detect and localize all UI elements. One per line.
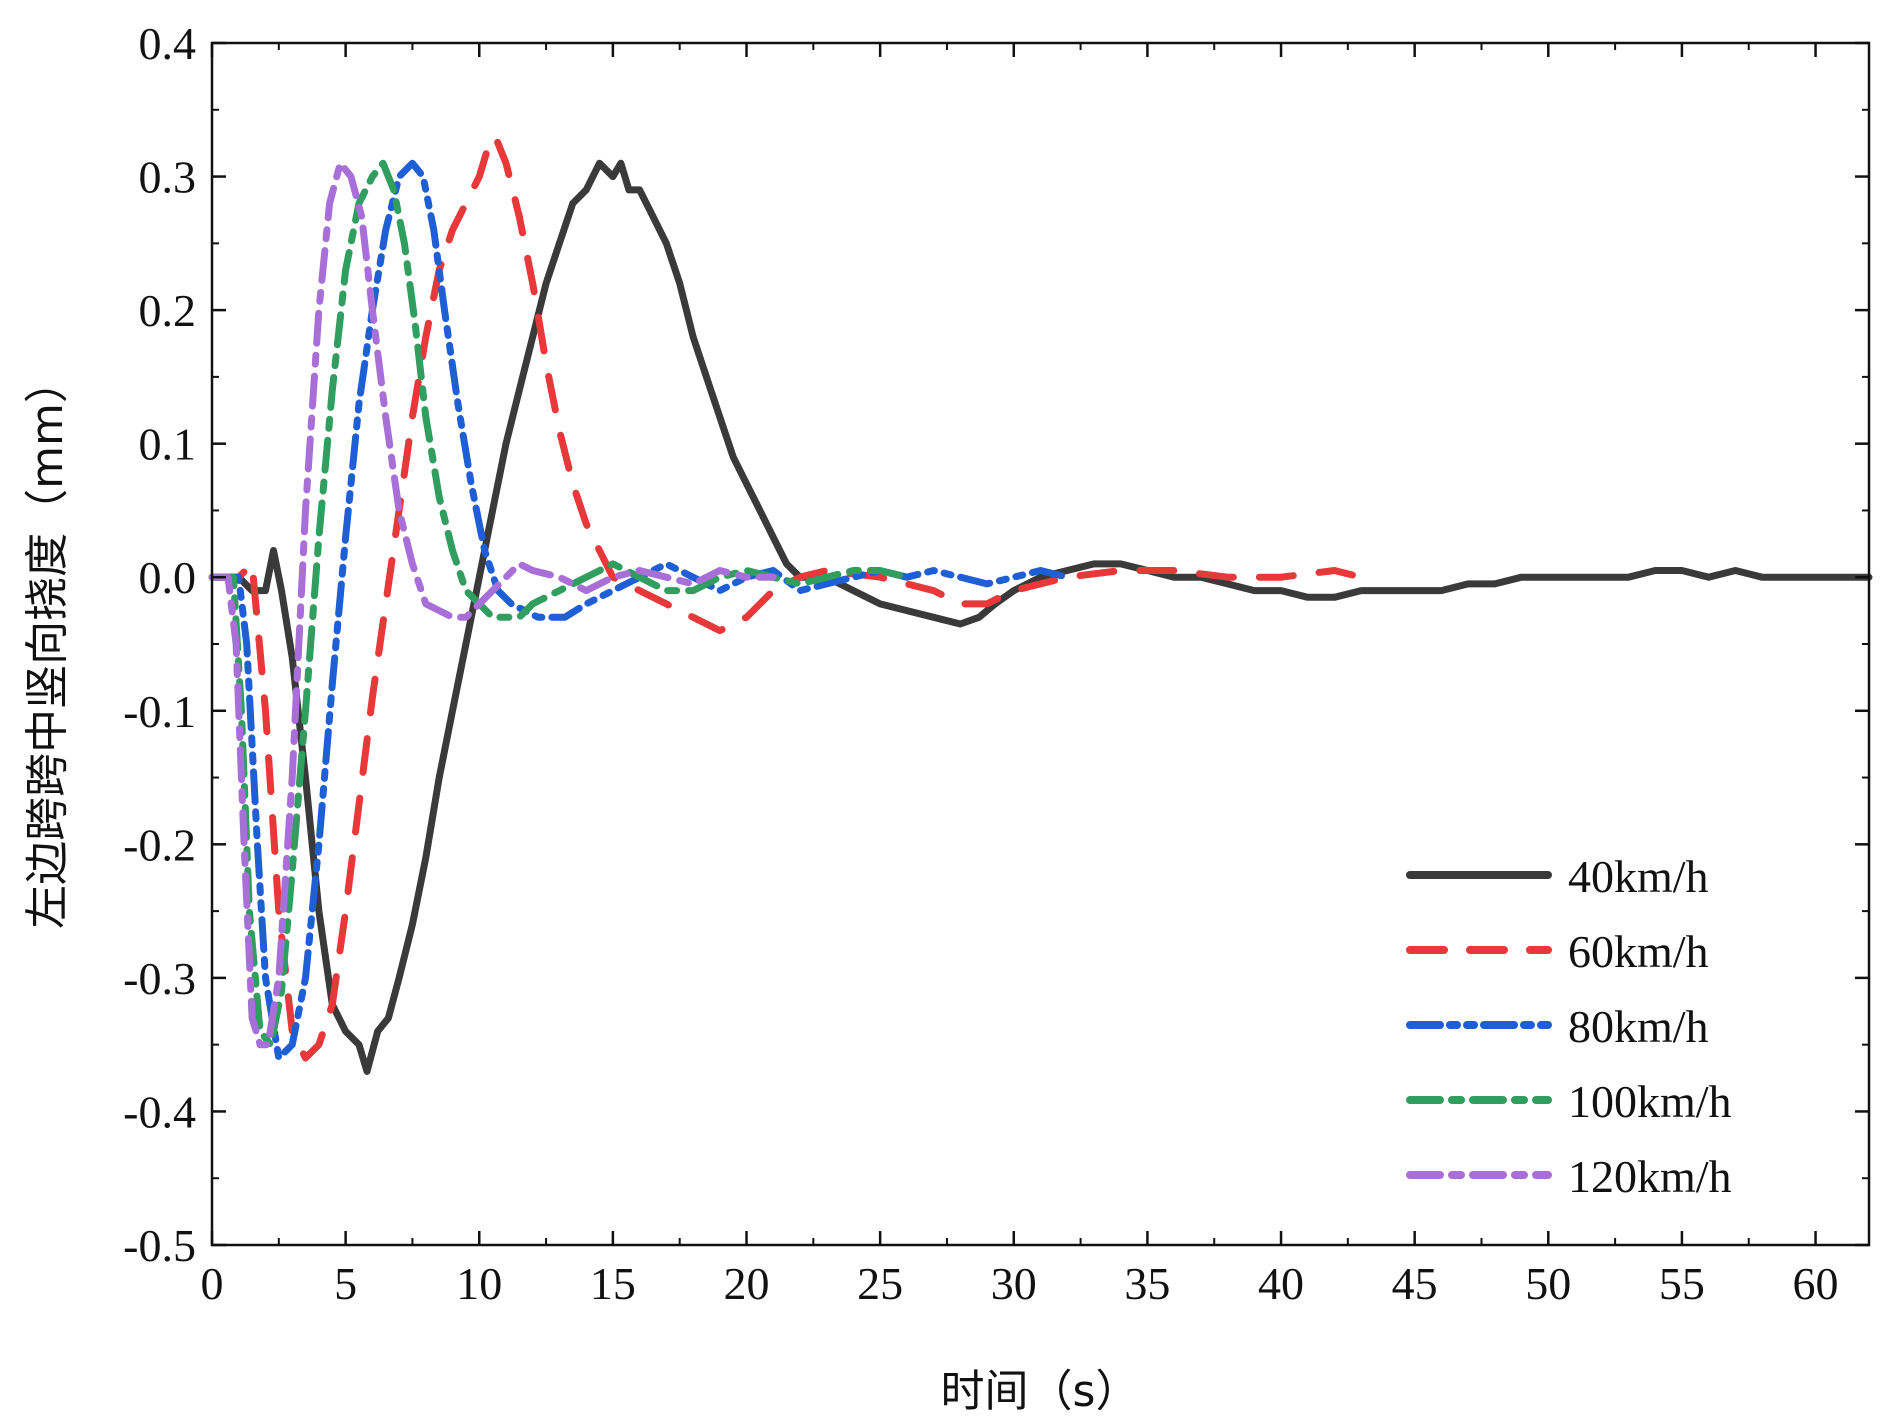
x-tick-label: 5 (334, 1258, 357, 1309)
y-tick-label: -0.5 (123, 1220, 196, 1271)
x-tick-label: 35 (1124, 1258, 1170, 1309)
x-tick-label: 10 (456, 1258, 502, 1309)
x-axis: 0 5 10 15 20 25 30 35 40 45 50 55 60 (201, 43, 1839, 1309)
y-tick-label: 0.3 (139, 152, 197, 203)
y-tick-label: 0.4 (139, 18, 197, 69)
series-line-60km-h (208, 133, 1365, 1062)
legend: 40km/h 60km/h 80km/h 100km/h 120km/h (1406, 851, 1732, 1202)
x-axis-title: 时间（s） (941, 1366, 1140, 1417)
y-tick-label: -0.4 (123, 1086, 196, 1137)
legend-label: 100km/h (1568, 1076, 1732, 1127)
legend-label: 80km/h (1568, 1001, 1709, 1052)
y-axis-title: 左边跨跨中竖向挠度（mm） (22, 359, 73, 929)
y-tick-label: -0.2 (123, 819, 196, 870)
legend-label: 40km/h (1568, 851, 1709, 902)
x-tick-label: 45 (1392, 1258, 1438, 1309)
series-line-40km-h (208, 159, 1873, 1075)
x-tick-label: 0 (201, 1258, 224, 1309)
legend-label: 60km/h (1568, 926, 1709, 977)
x-tick-label: 50 (1525, 1258, 1571, 1309)
axis-titles: 时间（s） 左边跨跨中竖向挠度（mm） (22, 359, 1139, 1417)
series-layer (208, 133, 1873, 1075)
y-tick-label: -0.3 (123, 953, 196, 1004)
y-tick-label: 0.2 (139, 285, 197, 336)
x-tick-label: 20 (724, 1258, 770, 1309)
x-tick-label: 30 (991, 1258, 1037, 1309)
x-tick-label: 25 (857, 1258, 903, 1309)
legend-label: 120km/h (1568, 1151, 1732, 1202)
y-tick-label: 0.0 (139, 552, 197, 603)
x-tick-label: 15 (590, 1258, 636, 1309)
y-axis: -0.5 -0.4 -0.3 -0.2 -0.1 0.0 0.1 0.2 0.3 0.4 (123, 18, 1869, 1271)
series-line-80km-h (208, 159, 1071, 1062)
y-tick-label: -0.1 (123, 686, 196, 737)
series-line-120km-h (208, 159, 777, 1049)
y-tick-label: 0.1 (139, 419, 197, 470)
x-tick-label: 60 (1793, 1258, 1839, 1309)
x-tick-label: 55 (1659, 1258, 1705, 1309)
x-tick-label: 40 (1258, 1258, 1304, 1309)
